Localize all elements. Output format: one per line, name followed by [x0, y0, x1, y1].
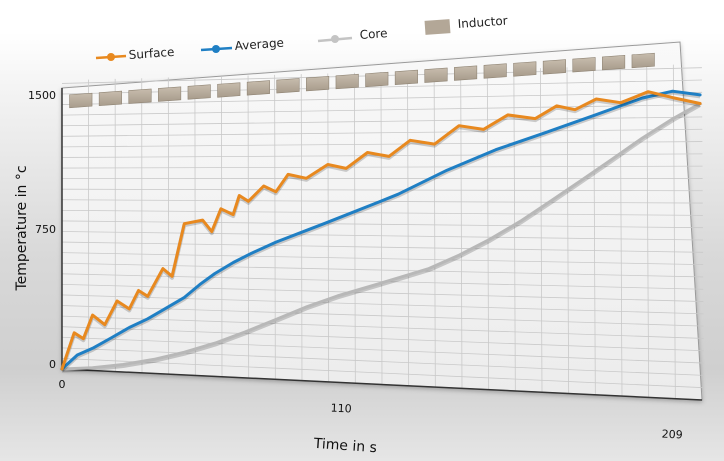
x-axis-title: Time in s — [312, 436, 377, 456]
grid-line-horizontal — [61, 347, 704, 376]
legend-label-average: Average — [234, 36, 284, 53]
y-axis-title: Temperature in °c — [14, 165, 30, 291]
inductor-block — [602, 55, 626, 71]
grid-line-vertical — [672, 64, 676, 399]
grid-line-horizontal — [61, 165, 703, 169]
grid-line-vertical — [593, 66, 596, 395]
inductor-block — [276, 78, 300, 94]
legend-label-inductor: Inductor — [457, 14, 508, 31]
legend-swatch-inductor — [424, 19, 451, 35]
grid-line-vertical — [433, 70, 436, 388]
grid-line-horizontal — [61, 358, 704, 389]
inductor-block — [394, 69, 418, 85]
grid-line-vertical — [540, 68, 543, 393]
legend-item-average: Average — [200, 36, 284, 53]
inductor-block — [217, 82, 241, 98]
grid-line-vertical — [300, 74, 303, 381]
grid-line-vertical — [353, 72, 356, 384]
x-tick-label-110: 110 — [330, 401, 352, 415]
grid-line-horizontal — [61, 91, 703, 105]
legend-label-surface: Surface — [128, 45, 175, 62]
inductor-block — [128, 88, 152, 104]
legend-marker-core — [331, 35, 339, 43]
series-line-average — [60, 89, 702, 371]
grid — [61, 64, 704, 399]
inductor-block — [158, 86, 182, 102]
y-tick-label-0: 0 — [49, 358, 56, 371]
grid-line-vertical — [486, 69, 490, 390]
grid-line-horizontal — [61, 128, 703, 137]
legend-item-surface: Surface — [95, 45, 175, 62]
grid-line-horizontal — [61, 262, 704, 278]
inductor-block — [306, 76, 330, 92]
grid-line-vertical — [407, 71, 410, 386]
inductor-block — [454, 65, 478, 81]
grid-line-horizontal — [61, 209, 703, 216]
grid-line-vertical — [221, 76, 223, 377]
inductor-block — [335, 73, 359, 90]
grid-line-vertical — [566, 67, 570, 394]
x-tick-labels: 0 110 209 — [59, 378, 684, 442]
grid-line-horizontal — [61, 294, 704, 315]
series-line-core — [60, 102, 702, 371]
grid-line-horizontal — [61, 326, 704, 352]
grid-line-horizontal — [61, 220, 703, 229]
grid-line-vertical — [274, 74, 276, 380]
grid-line-horizontal — [61, 315, 704, 339]
grid-line-vertical — [380, 72, 383, 385]
series-line-surface — [60, 90, 702, 371]
inductor-block — [572, 57, 596, 73]
inductor-block — [365, 71, 389, 88]
legend-item-core: Core — [317, 26, 388, 43]
grid-line-horizontal — [61, 241, 704, 253]
y-tick-labels: 0 750 1500 — [28, 89, 56, 371]
grid-line-vertical — [513, 68, 516, 391]
inductor — [69, 52, 655, 109]
y-tick-label-750: 750 — [35, 223, 56, 236]
series-layer — [60, 89, 702, 373]
x-tick-label-0: 0 — [59, 378, 66, 391]
grid-line-horizontal — [61, 283, 704, 302]
grid-line-vertical — [619, 66, 623, 397]
legend: Surface Average Core Inductor — [95, 14, 508, 62]
grid-line-horizontal — [61, 252, 704, 266]
grid-line-horizontal — [61, 116, 703, 127]
grid-line-vertical — [460, 70, 463, 389]
inductor-block — [631, 52, 655, 69]
inductor-block — [513, 61, 537, 77]
grid-line-horizontal — [61, 141, 703, 148]
grid-line-horizontal — [61, 305, 704, 327]
inductor-block — [542, 59, 566, 75]
inductor-block — [187, 84, 211, 100]
inductor-block — [424, 67, 448, 83]
grid-line-horizontal — [61, 188, 703, 192]
axis-lines — [61, 88, 703, 401]
grid-line-vertical — [646, 65, 650, 398]
grid-line-horizontal — [61, 231, 704, 241]
legend-item-inductor: Inductor — [424, 14, 508, 35]
legend-label-core: Core — [359, 26, 388, 42]
x-tick-label-209: 209 — [661, 427, 683, 441]
inductor-block — [246, 80, 270, 96]
y-tick-label-1500: 1500 — [28, 89, 56, 102]
grid-line-horizontal — [61, 336, 704, 364]
grid-line-vertical — [247, 75, 250, 379]
grid-line-vertical — [327, 73, 330, 382]
inductor-block — [69, 92, 93, 109]
inductor-block — [483, 63, 507, 79]
grid-line-horizontal — [61, 104, 703, 116]
legend-marker-surface — [107, 53, 115, 61]
legend-marker-average — [212, 45, 220, 53]
inductor-block — [98, 90, 122, 106]
